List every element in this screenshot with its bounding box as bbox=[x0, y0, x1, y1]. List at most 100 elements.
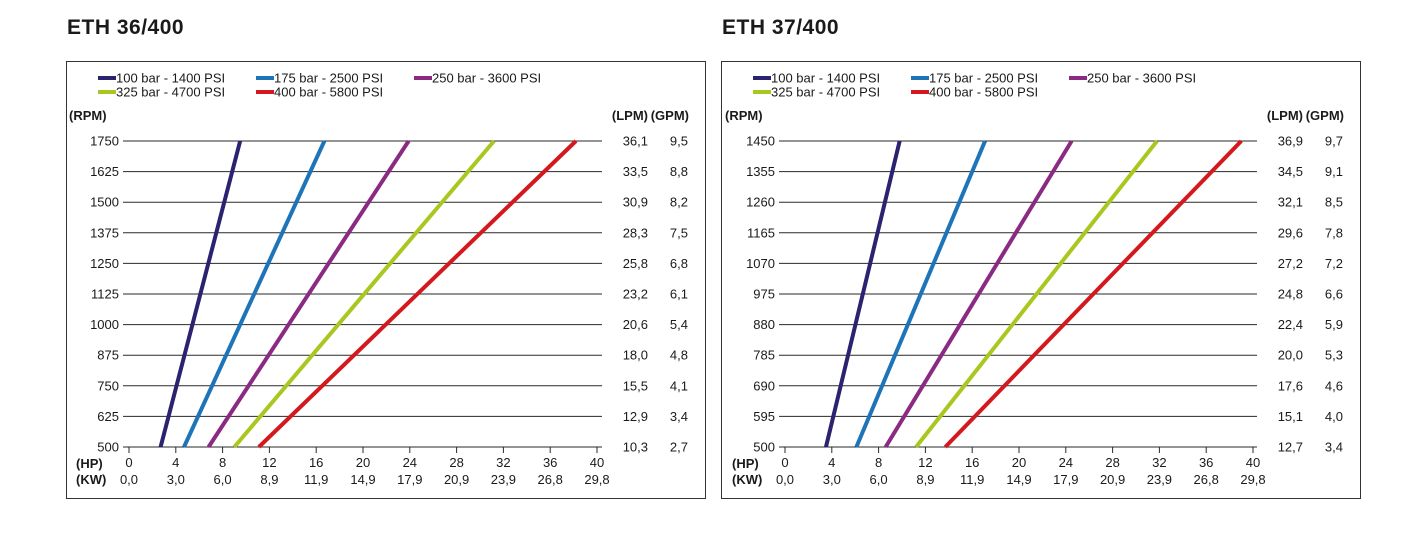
x-hp-tick-label: 28 bbox=[449, 455, 463, 470]
x-hp-tick-label: 0 bbox=[781, 455, 788, 470]
lpm-tick-label: 28,3 bbox=[623, 225, 648, 240]
lpm-tick-label: 27,2 bbox=[1278, 256, 1303, 271]
x-hp-tick-label: 36 bbox=[1199, 455, 1213, 470]
x-kw-tick-label: 23,9 bbox=[1147, 472, 1172, 487]
gpm-tick-label: 2,7 bbox=[670, 440, 688, 455]
chart-panel-eth37: 100 bar - 1400 PSI 175 bar - 2500 PSI 250 … bbox=[721, 61, 1361, 499]
legend-label: 325 bar - 4700 PSI bbox=[771, 85, 880, 100]
legend-label: 400 bar - 5800 PSI bbox=[929, 85, 1038, 100]
y-tick-label: 1070 bbox=[746, 256, 775, 271]
x-kw-tick-label: 20,9 bbox=[1100, 472, 1125, 487]
lpm-unit-label: (LPM) bbox=[612, 108, 648, 123]
x-hp-tick-label: 36 bbox=[543, 455, 557, 470]
gpm-unit-label: (GPM) bbox=[651, 108, 689, 123]
series-line bbox=[883, 139, 1074, 449]
gpm-tick-label: 5,9 bbox=[1325, 317, 1343, 332]
legend-label: 175 bar - 2500 PSI bbox=[274, 71, 383, 86]
x-hp-tick-label: 28 bbox=[1105, 455, 1119, 470]
chart-eth37: 100 bar - 1400 PSI 175 bar - 2500 PSI 250 … bbox=[725, 71, 1344, 488]
gpm-tick-label: 6,8 bbox=[670, 256, 688, 271]
gpm-tick-label: 7,5 bbox=[670, 225, 688, 240]
y-tick-label: 880 bbox=[753, 317, 775, 332]
x-kw-tick-label: 6,0 bbox=[870, 472, 888, 487]
series-line bbox=[914, 139, 1159, 449]
x-hp-tick-label: 0 bbox=[125, 455, 132, 470]
y-tick-label: 1125 bbox=[91, 287, 119, 302]
y-tick-label: 750 bbox=[97, 378, 119, 393]
lpm-tick-label: 12,9 bbox=[623, 409, 648, 424]
gpm-tick-label: 8,8 bbox=[670, 164, 688, 179]
series-line bbox=[182, 140, 327, 448]
gpm-tick-label: 6,1 bbox=[670, 287, 688, 302]
x-hp-tick-label: 4 bbox=[828, 455, 835, 470]
y-tick-label: 1260 bbox=[746, 195, 775, 210]
legend-label: 325 bar - 4700 PSI bbox=[116, 85, 225, 100]
series-line bbox=[824, 140, 902, 448]
x-hp-tick-label: 24 bbox=[403, 455, 417, 470]
x-kw-tick-label: 8,9 bbox=[916, 472, 934, 487]
x-axis-hp-label: (HP) bbox=[76, 456, 103, 471]
gpm-tick-label: 6,6 bbox=[1325, 287, 1343, 302]
x-kw-tick-label: 20,9 bbox=[444, 472, 469, 487]
x-kw-tick-label: 29,8 bbox=[584, 472, 609, 487]
lpm-tick-label: 36,9 bbox=[1278, 134, 1303, 149]
chart-title-eth36: ETH 36/400 bbox=[67, 16, 185, 39]
x-hp-tick-label: 16 bbox=[965, 455, 979, 470]
x-hp-tick-label: 12 bbox=[918, 455, 932, 470]
lpm-tick-label: 15,1 bbox=[1278, 409, 1303, 424]
lpm-tick-label: 17,6 bbox=[1278, 378, 1303, 393]
y-tick-label: 690 bbox=[753, 378, 775, 393]
y-tick-label: 1375 bbox=[90, 225, 119, 240]
legend-label: 175 bar - 2500 PSI bbox=[929, 71, 1038, 86]
legend-label: 250 bar - 3600 PSI bbox=[1087, 71, 1196, 86]
x-kw-tick-label: 8,9 bbox=[260, 472, 278, 487]
y-tick-label: 1750 bbox=[90, 134, 119, 149]
y-tick-label: 1355 bbox=[746, 164, 775, 179]
x-kw-tick-label: 0,0 bbox=[776, 472, 794, 487]
series-line bbox=[257, 139, 578, 449]
y-tick-label: 595 bbox=[753, 409, 775, 424]
x-hp-tick-label: 24 bbox=[1059, 455, 1073, 470]
y-tick-label: 500 bbox=[97, 440, 119, 455]
x-kw-tick-label: 29,8 bbox=[1240, 472, 1265, 487]
x-kw-tick-label: 17,9 bbox=[1053, 472, 1078, 487]
x-hp-tick-label: 32 bbox=[1152, 455, 1166, 470]
y-tick-label: 785 bbox=[753, 348, 775, 363]
x-kw-tick-label: 14,9 bbox=[350, 472, 375, 487]
y-tick-label: 1500 bbox=[90, 195, 119, 210]
y-axis-unit-label: (RPM) bbox=[69, 108, 107, 123]
lpm-tick-label: 12,7 bbox=[1278, 440, 1303, 455]
gpm-tick-label: 7,8 bbox=[1325, 225, 1343, 240]
x-kw-tick-label: 3,0 bbox=[823, 472, 841, 487]
chart-title-eth37: ETH 37/400 bbox=[722, 16, 840, 39]
gpm-tick-label: 4,6 bbox=[1325, 378, 1343, 393]
x-kw-tick-label: 3,0 bbox=[167, 472, 185, 487]
x-kw-tick-label: 26,8 bbox=[538, 472, 563, 487]
x-kw-tick-label: 6,0 bbox=[214, 472, 232, 487]
x-hp-tick-label: 8 bbox=[875, 455, 882, 470]
x-hp-tick-label: 16 bbox=[309, 455, 323, 470]
x-axis-hp-label: (HP) bbox=[732, 456, 759, 471]
x-hp-tick-label: 20 bbox=[356, 455, 370, 470]
lpm-tick-label: 23,2 bbox=[623, 287, 648, 302]
series-line bbox=[158, 140, 243, 448]
lpm-tick-label: 32,1 bbox=[1278, 195, 1303, 210]
y-tick-label: 625 bbox=[97, 409, 119, 424]
x-kw-tick-label: 23,9 bbox=[491, 472, 516, 487]
x-axis-kw-label: (KW) bbox=[732, 472, 762, 487]
x-axis-kw-label: (KW) bbox=[76, 472, 106, 487]
x-hp-tick-label: 32 bbox=[496, 455, 510, 470]
lpm-tick-label: 15,5 bbox=[623, 378, 648, 393]
y-tick-label: 500 bbox=[753, 440, 775, 455]
x-hp-tick-label: 12 bbox=[262, 455, 276, 470]
gpm-tick-label: 9,5 bbox=[670, 134, 688, 149]
gpm-tick-label: 3,4 bbox=[670, 409, 688, 424]
x-kw-tick-label: 11,9 bbox=[304, 472, 328, 487]
lpm-tick-label: 24,8 bbox=[1278, 287, 1303, 302]
x-hp-tick-label: 20 bbox=[1012, 455, 1026, 470]
y-tick-label: 875 bbox=[97, 348, 119, 363]
y-tick-label: 1625 bbox=[90, 164, 119, 179]
y-tick-label: 975 bbox=[753, 287, 775, 302]
gpm-unit-label: (GPM) bbox=[1306, 108, 1344, 123]
lpm-tick-label: 18,0 bbox=[623, 348, 648, 363]
